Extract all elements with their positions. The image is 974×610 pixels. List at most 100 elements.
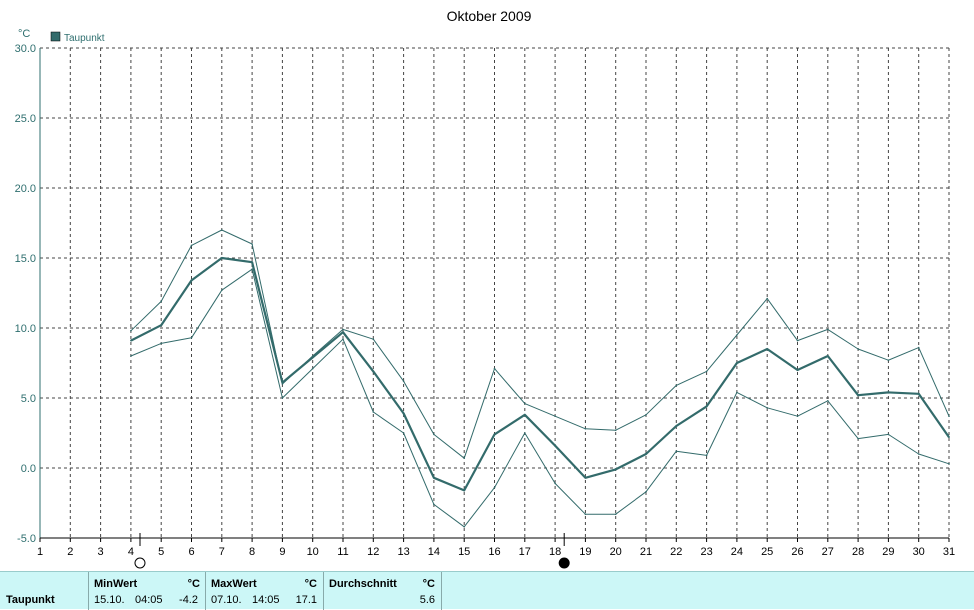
data-point-min: [372, 411, 375, 413]
stats-max-unit: °C: [304, 578, 317, 590]
data-point-mean: [705, 405, 708, 408]
stats-separator: [205, 572, 206, 610]
x-tick-label: 4: [128, 546, 134, 558]
axes: 30.025.020.015.010.05.00.0-5.01 2 3 4 5 6 7 8 9 1…: [15, 43, 956, 558]
x-tick-label: 29: [882, 546, 894, 558]
data-point-min: [130, 355, 132, 357]
data-point-mean: [130, 339, 132, 342]
stats-min-header: MinWert: [94, 578, 138, 590]
data-point-min: [493, 486, 496, 489]
y-tick-label: 10.0: [15, 323, 36, 335]
data-point-max: [130, 330, 132, 332]
y-tick-label: 15.0: [15, 253, 36, 265]
data-point-max: [796, 339, 799, 342]
data-point-min: [917, 453, 920, 455]
stats-max-header: MaxWert: [211, 578, 257, 590]
data-point-max: [463, 457, 466, 460]
data-point-max: [675, 384, 678, 387]
x-tick-label: 21: [640, 546, 652, 558]
data-point-min: [311, 367, 314, 370]
x-tick-label: 1: [37, 546, 43, 558]
data-point-min: [190, 337, 193, 339]
series-line-mean: [130, 256, 950, 492]
y-tick-label: 30.0: [15, 43, 36, 55]
series-line-max: [130, 229, 950, 459]
data-point-min: [160, 342, 162, 345]
data-point-min: [614, 513, 617, 515]
data-point-max: [887, 359, 890, 362]
x-tick-label: 5: [158, 546, 164, 558]
data-point-mean: [736, 362, 738, 364]
data-point-mean: [948, 436, 950, 439]
x-tick-label: 2: [67, 546, 73, 558]
x-tick-label: 7: [219, 546, 225, 558]
data-point-min: [221, 289, 223, 292]
x-tick-label: 6: [188, 546, 194, 558]
data-point-mean: [524, 414, 526, 416]
stats-min-cell: MinWert °C 15.10. 04:05 -4.2: [89, 572, 205, 610]
x-tick-label: 26: [791, 546, 803, 558]
stats-max-cell: MaxWert °C 07.10. 14:05 17.1: [206, 572, 323, 610]
statistics-bar: Taupunkt MinWert °C 15.10. 04:05 -4.2 Ma…: [0, 571, 974, 610]
x-tick-label: 28: [852, 546, 864, 558]
data-point-max: [190, 244, 193, 247]
data-point-min: [251, 268, 253, 271]
data-point-mean: [584, 477, 587, 479]
stats-min-date: 15.10.: [94, 594, 125, 606]
stats-max-time: 14:05: [252, 594, 280, 606]
data-point-min: [402, 432, 405, 434]
data-point-min: [827, 400, 829, 402]
series: [130, 229, 950, 528]
series-line-min: [130, 268, 950, 528]
data-point-max: [948, 415, 950, 418]
data-point-mean: [281, 381, 284, 384]
legend-swatch: [50, 31, 61, 42]
stats-avg-cell: Durchschnitt °C 5.6: [324, 572, 441, 610]
data-point-max: [614, 429, 617, 432]
x-tick-label: 31: [943, 546, 955, 558]
stats-avg-value: 5.6: [419, 594, 435, 606]
data-point-max: [766, 297, 768, 300]
data-point-max: [433, 433, 435, 436]
stats-separator: [323, 572, 324, 610]
data-point-mean: [463, 489, 466, 492]
data-point-mean: [190, 279, 193, 282]
data-point-mean: [857, 394, 859, 397]
full-moon-filled-circle-icon: [558, 557, 570, 569]
data-point-mean: [402, 412, 405, 415]
chart-title: Oktober 2009: [447, 8, 532, 24]
data-point-min: [857, 437, 859, 440]
stats-max-date: 07.10.: [211, 594, 242, 606]
x-tick-label: 8: [249, 546, 255, 558]
data-point-mean: [493, 433, 496, 436]
x-tick-label: 25: [761, 546, 773, 558]
x-tick-label: 22: [670, 546, 682, 558]
y-tick-label: -5.0: [17, 533, 36, 545]
x-tick-label: 24: [731, 546, 743, 558]
moon-markers: [134, 533, 570, 569]
data-point-min: [796, 415, 799, 418]
x-tick-label: 9: [279, 546, 285, 558]
data-point-min: [766, 407, 768, 409]
stats-avg-header: Durchschnitt: [329, 578, 397, 590]
data-point-mean: [554, 444, 556, 447]
data-point-min: [433, 503, 435, 506]
data-point-max: [705, 370, 708, 373]
data-point-min: [554, 482, 556, 485]
stats-min-unit: °C: [187, 578, 200, 590]
data-point-min: [948, 463, 950, 465]
data-point-min: [524, 432, 526, 434]
x-tick-label: 23: [700, 546, 712, 558]
data-point-max: [857, 348, 859, 350]
data-point-mean: [433, 477, 435, 479]
x-tick-label: 18: [549, 546, 561, 558]
new-moon-open-circle-icon: [134, 557, 146, 569]
data-point-mean: [917, 393, 920, 395]
data-point-mean: [342, 331, 344, 334]
data-point-mean: [675, 425, 678, 427]
data-point-mean: [372, 370, 375, 373]
stats-row-label-cell: Taupunkt: [0, 572, 88, 610]
legend-label: Taupunkt: [64, 33, 105, 44]
data-point-mean: [251, 261, 253, 264]
x-tick-label: 13: [397, 546, 409, 558]
